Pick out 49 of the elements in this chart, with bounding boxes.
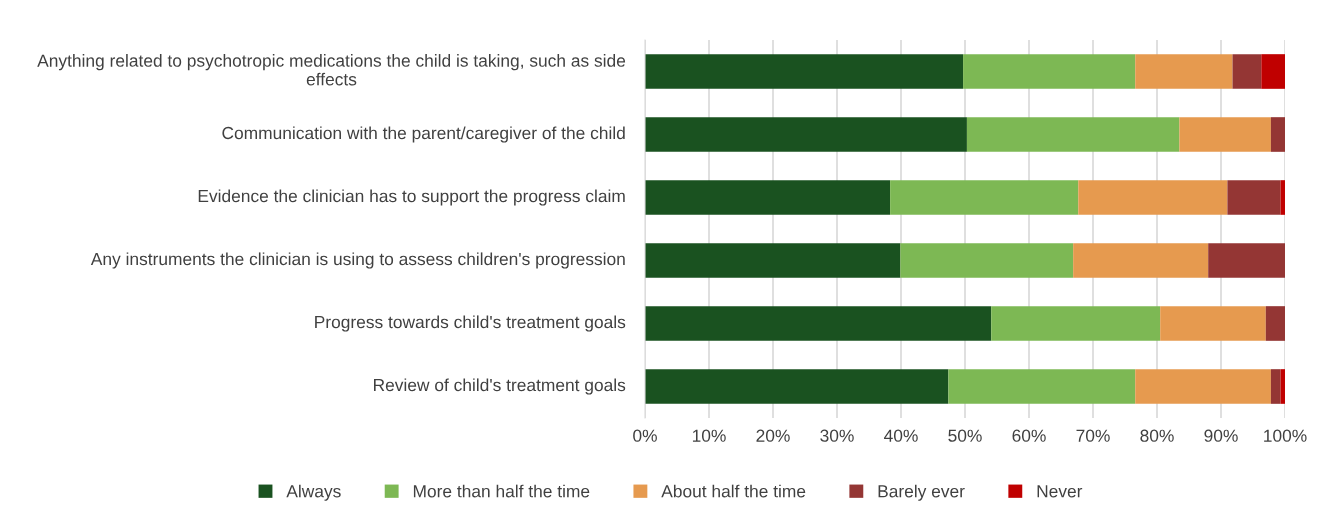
bar [645, 180, 891, 215]
bar [645, 54, 964, 89]
bar [1227, 180, 1281, 215]
bar [645, 243, 901, 278]
y-tick-label: Progress towards child's treatment goals [315, 315, 626, 332]
bar [1265, 306, 1285, 341]
legend-label: About half the time [661, 484, 806, 498]
bar [963, 54, 1136, 89]
bar [991, 306, 1161, 341]
bar [966, 117, 1180, 152]
bar [645, 117, 967, 152]
x-tick-label: 60% [1012, 429, 1046, 442]
bar [1280, 180, 1285, 215]
x-tick-label: 40% [884, 429, 918, 442]
bar [1280, 369, 1285, 404]
y-tick-label: Communication with the parent/caregiver of the child [222, 126, 625, 143]
x-tick-label: 80% [1140, 429, 1174, 442]
x-tick-label: 70% [1076, 429, 1110, 442]
bar [1073, 243, 1209, 278]
x-tick-label: 20% [756, 429, 790, 442]
bar [1208, 243, 1285, 278]
x-tick-label: 90% [1204, 429, 1238, 442]
bar [1135, 54, 1233, 89]
bar [1232, 54, 1262, 89]
bar [1261, 54, 1285, 89]
bar [900, 243, 1074, 278]
legend-label: Barely ever [878, 484, 965, 501]
legend-label: Always [286, 484, 341, 501]
legend-label: Never [1037, 485, 1083, 498]
x-tick-label: 100% [1264, 429, 1307, 442]
bar [948, 369, 1136, 404]
bar [890, 180, 1079, 215]
x-tick-label: 30% [820, 429, 854, 442]
x-tick-label: 0% [633, 429, 657, 442]
y-tick-label: Evidence the clinician has to support the progress claim [198, 189, 625, 206]
x-tick-label: 10% [692, 429, 726, 442]
bar [1078, 180, 1228, 215]
legend-label: More than half the time [413, 484, 590, 498]
bar [1135, 369, 1271, 404]
bar [1179, 117, 1271, 152]
bar [645, 369, 949, 404]
bar [1270, 117, 1285, 152]
bar [1270, 369, 1281, 404]
x-tick-label: 50% [948, 429, 982, 442]
y-tick-label: Review of child's treatment goals [374, 378, 626, 395]
bar [645, 306, 992, 341]
bar [1160, 306, 1266, 341]
y-tick-label: Anything related to psychotropic medications the child is taking, such as side effects [37, 54, 626, 86]
y-tick-label: Any instruments the clinician is using to assess children's progression [90, 252, 625, 269]
